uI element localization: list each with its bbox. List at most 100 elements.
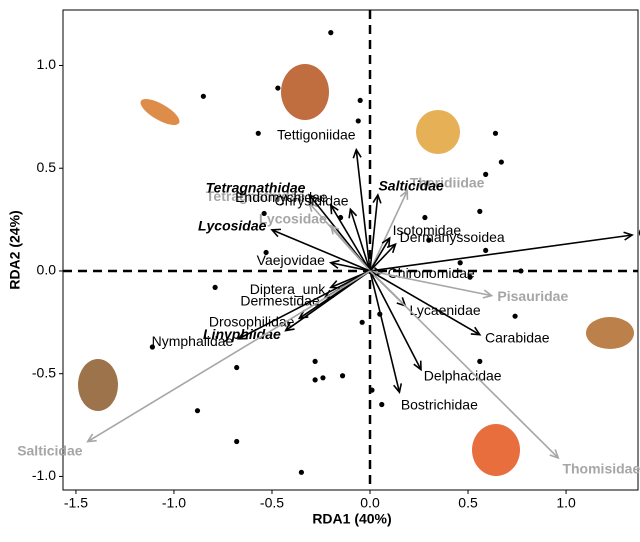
- y-tick-label: 1.0: [37, 56, 57, 72]
- x-tick-label: 0.5: [458, 495, 478, 511]
- arrow-head: [348, 207, 358, 219]
- site-point: [339, 373, 346, 379]
- spider-picture: [472, 424, 520, 476]
- site-point: [298, 469, 304, 475]
- arrow-label: Vaejovidae: [257, 252, 325, 268]
- arrow-head: [393, 383, 403, 394]
- arrow-head: [482, 289, 494, 299]
- arrow-label: Lycosidae: [259, 210, 327, 226]
- loading-arrow: [369, 190, 408, 272]
- loading-arrow: [369, 270, 492, 297]
- loading-arrow: [369, 243, 397, 272]
- arrow-label: Calliphoridae: [638, 225, 640, 241]
- loading-arrow: [285, 270, 371, 332]
- arrow-head: [623, 231, 634, 241]
- arrow-label: Delphacidae: [424, 367, 502, 383]
- spider-pictures: [78, 64, 634, 476]
- arrow-label: Thomisidae: [562, 460, 640, 476]
- arrow-head: [372, 193, 382, 204]
- x-tick-label: -0.5: [260, 495, 284, 511]
- arrow-head: [399, 189, 409, 200]
- arrow-label: Carabidae: [485, 329, 550, 345]
- arrow-label: Tettigoniidae: [277, 126, 356, 142]
- spider-picture: [140, 99, 180, 125]
- arrow-head: [328, 259, 340, 269]
- arrow-label: Tetragnathidae: [206, 179, 306, 195]
- site-point: [200, 93, 206, 99]
- arrow-label: Isotomidae: [393, 222, 462, 238]
- arrow-head: [308, 201, 318, 213]
- loading-arrow: [87, 270, 371, 443]
- x-tick-label: 1.0: [556, 495, 576, 511]
- arrow-head: [381, 236, 391, 248]
- site-point: [355, 118, 361, 124]
- arrow-label: Chironomidae: [388, 265, 475, 281]
- y-axis-title: RDA2 (24%): [7, 210, 23, 289]
- site-point: [483, 247, 489, 254]
- arrow-label: Lycaenidae: [410, 302, 481, 318]
- arrow-head: [386, 242, 397, 254]
- loading-arrow: [369, 194, 379, 272]
- arrow-head: [413, 360, 422, 372]
- site-point: [498, 159, 504, 165]
- arrow-head: [329, 203, 339, 215]
- arrow-head: [470, 326, 482, 336]
- arrow-label: Salticidae: [17, 442, 83, 458]
- arrow-label: Lycosidae: [198, 217, 267, 233]
- loading-arrow: [355, 149, 371, 272]
- arrow-label: Nymphalidae: [152, 333, 234, 349]
- arrow-label: Dermanyssoidea: [400, 229, 505, 245]
- site-point: [312, 377, 318, 383]
- site-point: [275, 85, 281, 91]
- loading-arrow: [369, 270, 401, 393]
- site-point: [483, 171, 489, 177]
- site-point: [261, 210, 267, 217]
- loading-arrow: [369, 234, 633, 272]
- site-point: [212, 284, 218, 290]
- arrow-label: Dermestidae: [240, 292, 320, 308]
- x-axis-title: RDA1 (40%): [312, 511, 391, 527]
- loading-arrow: [330, 261, 371, 272]
- arrow-head: [308, 193, 318, 204]
- arrow-head: [86, 433, 97, 443]
- site-point: [234, 364, 240, 371]
- site-point: [422, 214, 428, 221]
- loading-arrow: [330, 204, 371, 272]
- site-point: [369, 387, 375, 393]
- site-point: [312, 358, 318, 364]
- x-tick-label: 0.0: [360, 495, 380, 511]
- x-tick-label: -1.5: [64, 495, 88, 511]
- site-point: [320, 375, 326, 381]
- arrow-head: [549, 449, 560, 460]
- arrow-head: [270, 228, 282, 238]
- site-point: [263, 249, 269, 256]
- site-point: [477, 358, 483, 364]
- loading-arrow: [330, 225, 371, 272]
- site-point: [467, 274, 473, 280]
- plot-frame: [62, 9, 639, 491]
- site-point: [149, 344, 155, 350]
- arrow-label: Diptera_unk: [250, 281, 326, 297]
- arrow-label: Tetragnathidae: [206, 188, 306, 204]
- loading-arrow: [369, 270, 422, 370]
- arrow-label: Pisauridae: [497, 288, 568, 304]
- site-point: [328, 30, 334, 36]
- site-point: [234, 438, 240, 445]
- arrow-head: [284, 322, 295, 332]
- arrow-label: Salticidae: [378, 178, 444, 194]
- site-point: [492, 130, 499, 136]
- arrow-label: Drosophilidae: [209, 313, 295, 329]
- arrow-head: [329, 224, 340, 235]
- loading-arrow: [369, 270, 481, 336]
- site-point: [426, 237, 432, 243]
- site-point: [194, 408, 201, 414]
- arrow-label: Chrysididae: [275, 192, 349, 208]
- y-tick-label: -1.0: [32, 467, 56, 483]
- spider-picture: [586, 317, 634, 349]
- loading-arrow: [349, 209, 371, 272]
- arrow-label: Theridiidae: [410, 174, 485, 190]
- spider-picture: [416, 110, 460, 154]
- arrow-head: [237, 331, 248, 340]
